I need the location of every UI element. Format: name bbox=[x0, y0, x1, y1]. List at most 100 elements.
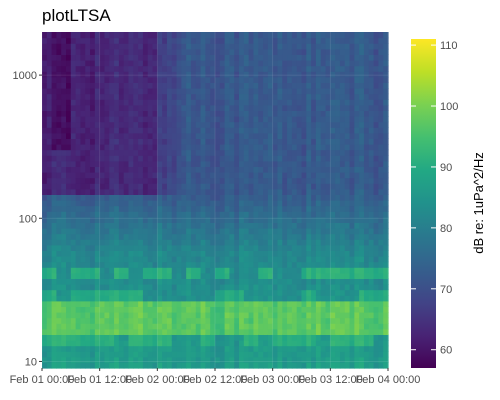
heatmap-cell bbox=[157, 284, 163, 291]
heatmap-cell bbox=[171, 37, 178, 44]
heatmap-cell bbox=[75, 48, 82, 55]
heatmap-cell bbox=[70, 121, 77, 128]
heatmap-cell bbox=[378, 60, 384, 67]
heatmap-cell bbox=[349, 132, 355, 139]
heatmap-cell bbox=[301, 194, 307, 201]
heatmap-cell bbox=[339, 272, 346, 279]
heatmap-cell bbox=[181, 65, 187, 72]
heatmap-cell bbox=[90, 289, 96, 296]
heatmap-cell bbox=[109, 183, 115, 190]
heatmap-cell bbox=[109, 256, 115, 263]
heatmap-cell bbox=[296, 93, 303, 100]
heatmap-cell bbox=[94, 183, 101, 190]
heatmap-cell bbox=[162, 278, 168, 285]
heatmap-cell bbox=[128, 54, 134, 61]
heatmap-cell bbox=[186, 132, 192, 139]
heatmap-cell bbox=[90, 205, 96, 212]
heatmap-cell bbox=[138, 60, 144, 67]
heatmap-cell bbox=[51, 340, 58, 347]
heatmap-cell bbox=[128, 261, 134, 268]
heatmap-cell bbox=[359, 116, 365, 123]
heatmap-cell bbox=[104, 244, 110, 251]
heatmap-cell bbox=[306, 244, 312, 251]
heatmap-cell bbox=[51, 188, 58, 195]
heatmap-cell bbox=[277, 82, 283, 89]
heatmap-cell bbox=[176, 323, 182, 330]
heatmap-cell bbox=[215, 188, 221, 195]
heatmap-cell bbox=[152, 284, 158, 291]
heatmap-cell bbox=[181, 328, 187, 335]
heatmap-cell bbox=[133, 362, 139, 369]
heatmap-cell bbox=[253, 132, 259, 139]
heatmap-cell bbox=[46, 272, 53, 279]
heatmap-cell bbox=[162, 312, 168, 319]
heatmap-cell bbox=[162, 110, 168, 117]
heatmap-cell bbox=[181, 172, 187, 179]
heatmap-cell bbox=[70, 362, 77, 369]
heatmap-cell bbox=[90, 166, 96, 173]
heatmap-cell bbox=[320, 43, 327, 50]
heatmap-cell bbox=[258, 155, 264, 162]
heatmap-cell bbox=[147, 200, 154, 207]
heatmap-cell bbox=[128, 222, 134, 229]
heatmap-cell bbox=[85, 166, 91, 173]
heatmap-cell bbox=[383, 177, 389, 184]
heatmap-cell bbox=[272, 256, 279, 263]
heatmap-cell bbox=[349, 222, 355, 229]
heatmap-cell bbox=[368, 256, 375, 263]
heatmap-cell bbox=[99, 356, 106, 363]
heatmap-cell bbox=[282, 110, 288, 117]
heatmap-cell bbox=[248, 194, 255, 201]
heatmap-cell bbox=[114, 110, 120, 117]
heatmap-cell bbox=[205, 362, 211, 369]
heatmap-cell bbox=[301, 177, 307, 184]
heatmap-cell bbox=[70, 93, 77, 100]
heatmap-cell bbox=[51, 93, 58, 100]
heatmap-cell bbox=[42, 48, 48, 55]
heatmap-cell bbox=[138, 317, 144, 324]
heatmap-cell bbox=[311, 222, 317, 229]
heatmap-cell bbox=[263, 312, 269, 319]
heatmap-cell bbox=[80, 211, 86, 218]
heatmap-cell bbox=[210, 233, 216, 240]
heatmap-cell bbox=[90, 132, 96, 139]
heatmap-cell bbox=[339, 65, 346, 72]
heatmap-cell bbox=[234, 138, 240, 145]
heatmap-cell bbox=[344, 328, 351, 335]
heatmap-cell bbox=[335, 194, 341, 201]
heatmap-cell bbox=[258, 306, 264, 313]
heatmap-cell bbox=[368, 48, 375, 55]
heatmap-cell bbox=[210, 116, 216, 123]
heatmap-cell bbox=[171, 250, 178, 257]
heatmap-cell bbox=[215, 256, 221, 263]
heatmap-cell bbox=[224, 60, 231, 67]
heatmap-cell bbox=[152, 37, 158, 44]
heatmap-cell bbox=[114, 32, 120, 39]
heatmap-cell bbox=[267, 54, 274, 61]
heatmap-cell bbox=[215, 99, 221, 106]
heatmap-cell bbox=[42, 65, 48, 72]
heatmap-cell bbox=[171, 317, 178, 324]
heatmap-cell bbox=[109, 239, 115, 246]
heatmap-cell bbox=[200, 306, 206, 313]
heatmap-cell bbox=[373, 71, 379, 78]
heatmap-cell bbox=[301, 188, 307, 195]
heatmap-cell bbox=[315, 328, 322, 335]
heatmap-cell bbox=[248, 54, 255, 61]
y-tick-label: 100 bbox=[19, 213, 37, 225]
heatmap-cell bbox=[373, 37, 379, 44]
heatmap-cell bbox=[301, 65, 307, 72]
heatmap-cell bbox=[320, 99, 327, 106]
heatmap-cell bbox=[152, 127, 158, 134]
heatmap-cell bbox=[205, 121, 211, 128]
heatmap-cell bbox=[142, 222, 149, 229]
heatmap-cell bbox=[267, 228, 274, 235]
heatmap-cell bbox=[354, 188, 360, 195]
heatmap-cell bbox=[263, 205, 269, 212]
heatmap-cell bbox=[42, 43, 48, 50]
heatmap-cell bbox=[80, 216, 86, 223]
heatmap-cell bbox=[128, 121, 134, 128]
heatmap-cell bbox=[267, 256, 274, 263]
heatmap-cell bbox=[56, 256, 62, 263]
heatmap-cell bbox=[56, 244, 62, 251]
